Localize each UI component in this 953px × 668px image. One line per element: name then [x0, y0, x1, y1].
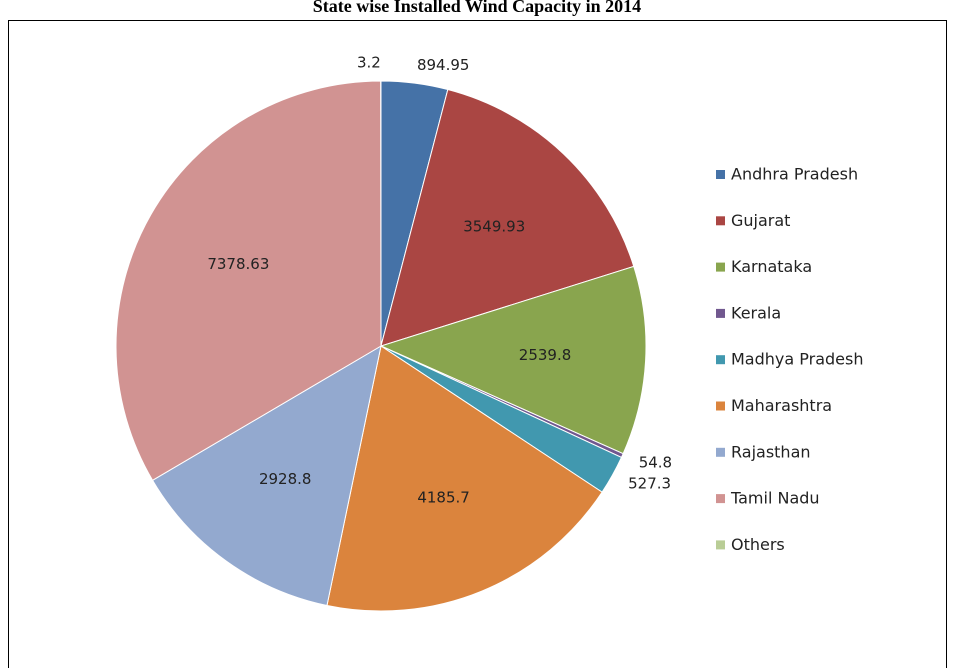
data-label: 7378.63 — [207, 255, 269, 273]
data-label: 527.3 — [628, 474, 671, 492]
data-label: 2928.8 — [259, 470, 312, 488]
legend-label: Karnataka — [731, 257, 812, 276]
legend-label: Gujarat — [731, 211, 790, 230]
data-label: 894.95 — [417, 56, 470, 74]
legend-swatch — [716, 216, 725, 226]
pie-slice — [326, 345, 603, 612]
legend-label: Madhya Pradesh — [731, 350, 864, 369]
legend-swatch — [716, 170, 725, 179]
legend-swatch — [716, 355, 725, 365]
legend-label: Tamil Nadu — [730, 489, 820, 508]
legend-label: Kerala — [731, 303, 781, 322]
data-label: 3.2 — [357, 54, 381, 72]
legend-label: Rajasthan — [731, 442, 811, 461]
pie-slice — [380, 88, 635, 347]
legend-swatch — [716, 308, 725, 318]
legend-swatch — [716, 447, 725, 457]
legend-swatch — [716, 401, 725, 411]
chart-title: State wise Installed Wind Capacity in 20… — [313, 0, 641, 16]
legend-label: Maharashtra — [731, 396, 832, 415]
legend-label: Andhra Pradesh — [731, 165, 858, 184]
legend-swatch — [716, 262, 725, 272]
legend-swatch — [716, 540, 725, 550]
data-label: 4185.7 — [417, 488, 470, 506]
pie-slice — [115, 80, 382, 481]
pie-slice — [151, 344, 382, 607]
data-label: 3549.93 — [463, 217, 525, 235]
pie-slice — [379, 265, 647, 455]
data-label: 54.8 — [639, 453, 672, 471]
data-label: 2539.8 — [519, 346, 572, 364]
legend-label: Others — [731, 535, 785, 554]
legend-swatch — [716, 494, 725, 504]
